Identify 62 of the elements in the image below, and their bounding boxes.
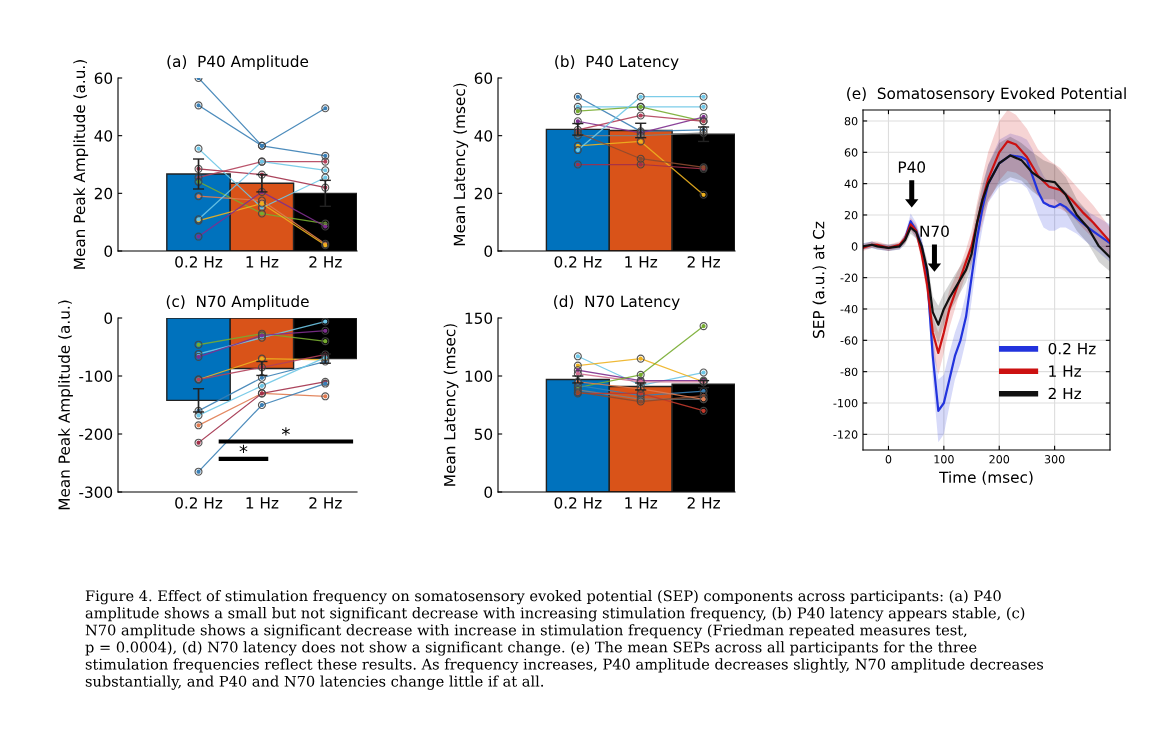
y-tick-label: -120 (833, 430, 858, 439)
chart-title: (d) N70 Latency (554, 295, 680, 311)
y-tick-label: -80 (840, 367, 858, 377)
y-tick-label: 40 (474, 130, 493, 142)
x-tick-label: 1 Hz (625, 497, 658, 509)
x-tick-label: 2 Hz (687, 256, 720, 268)
annotation: * (239, 444, 248, 453)
x-axis-title: Time (msec) (939, 471, 1033, 485)
annotation: N70 (920, 225, 949, 238)
caption: Figure 4. Effect of stimulation frequency on somatosensory evoked potential (SEP) components across participants: (a) P40 amplitude shows a small but not significant decrease with increasing stimulation frequency, (b) P40 latency appears stable, (c) N70 amplitude shows a significant decrease with increase in stimulation frequency (Friedman repeated measures test, p = 0.0004), (d) N70 latency does not show a significant change. (e) The mean SEPs across all participants for the three stimulation frequencies reflect these results. As frequency increases, P40 amplitude decreases slightly, N70 amplitude decreases substantially, and P40 and N70 latencies change little if at all. (85, 590, 1044, 690)
annotation: * (281, 427, 290, 436)
x-tick-label: 2 Hz (309, 497, 342, 509)
y-tick-label: 20 (94, 187, 113, 200)
y-tick-label: 50 (474, 428, 493, 441)
y-tick-label: -300 (79, 486, 113, 499)
x-tick-label: 1 Hz (246, 256, 279, 268)
y-tick-label: 80 (844, 116, 858, 126)
y-tick-label: 0 (851, 242, 858, 251)
x-tick-label: 1 Hz (246, 497, 279, 509)
x-tick-label: 200 (989, 455, 1010, 464)
y-tick-label: 20 (474, 187, 493, 200)
y-tick-label: 0 (484, 486, 493, 499)
y-tick-label: 60 (844, 148, 858, 157)
x-tick-label: 2 Hz (687, 497, 720, 509)
y-axis-title: Mean Latency (msec) (453, 83, 469, 246)
legend-label: 1 Hz (1049, 365, 1082, 377)
y-axis-title: SEP (a.u.) at Cz (812, 221, 827, 338)
chart-title: (b) P40 Latency (555, 55, 679, 71)
y-tick-label: 0 (484, 245, 493, 258)
y-tick-label: -100 (833, 398, 858, 408)
y-tick-label: 20 (844, 210, 858, 220)
x-tick-label: 0 (885, 455, 892, 464)
y-tick-label: -100 (79, 370, 113, 383)
y-tick-label: 0 (104, 312, 113, 325)
legend-label: 2 Hz (1048, 387, 1082, 400)
y-axis-title: Mean Peak Amplitude (a.u.) (58, 300, 73, 510)
x-tick-label: 1 Hz (625, 256, 658, 268)
chart-title: (a) P40 Amplitude (167, 55, 309, 71)
y-tick-label: -20 (840, 273, 858, 283)
x-tick-label: 0.2 Hz (554, 497, 602, 509)
x-tick-label: 0.2 Hz (175, 497, 223, 509)
y-tick-label: 150 (465, 312, 493, 325)
x-tick-label: 300 (1044, 455, 1065, 464)
y-tick-label: 40 (94, 130, 113, 142)
y-tick-label: -40 (840, 304, 858, 314)
annotation: P40 (898, 161, 926, 173)
y-axis-title: Mean Latency (msec) (443, 324, 459, 486)
y-axis-title: Mean Peak Amplitude (a.u.) (73, 60, 89, 269)
y-tick-label: 60 (94, 72, 113, 85)
chart-title: (e) Somatosensory Evoked Potential (847, 87, 1126, 103)
x-tick-label: 2 Hz (309, 256, 342, 268)
chart-title: (c) N70 Amplitude (166, 295, 309, 311)
y-tick-label: -200 (79, 428, 113, 441)
x-tick-label: 100 (934, 455, 954, 464)
x-tick-label: 0.2 Hz (175, 256, 223, 268)
legend-label: 0.2 Hz (1048, 342, 1096, 355)
y-tick-label: 40 (844, 179, 858, 189)
y-tick-label: -60 (840, 336, 858, 345)
y-tick-label: 60 (474, 72, 493, 85)
y-tick-label: 100 (465, 370, 493, 383)
x-tick-label: 0.2 Hz (554, 256, 602, 268)
y-tick-label: 0 (104, 245, 113, 258)
